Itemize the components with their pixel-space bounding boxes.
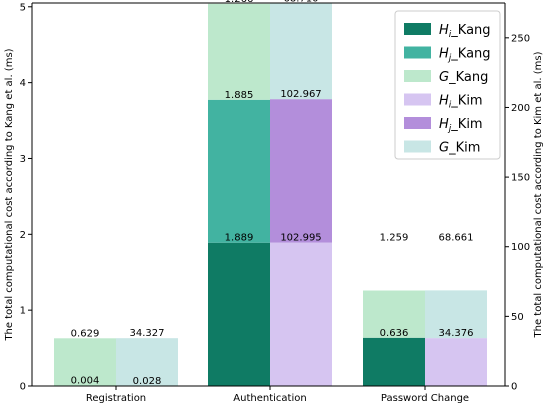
legend-suffix: _Kim <box>450 117 482 132</box>
legend-suffix: _Kim <box>448 141 480 156</box>
bar-hi-kang-authentication <box>208 243 270 386</box>
legend-suffix: _Kang <box>450 47 490 62</box>
legend-swatch-hj-kang <box>404 47 431 59</box>
bar-hj-kim-authentication <box>270 99 332 242</box>
value-label-kim-0: 0.028 <box>133 376 162 387</box>
value-label-kim-4: 68.710 <box>284 0 319 4</box>
left-tick-label-0: 0 <box>20 382 26 393</box>
legend-suffix: _Kang <box>448 70 488 85</box>
value-label-kim-3: 102.967 <box>280 89 321 100</box>
legend-swatch-hi-kim <box>404 94 431 106</box>
value-label-kim-2: 102.995 <box>280 233 321 244</box>
left-axis-title: The total computational cost according t… <box>4 48 15 341</box>
legend-symbol: H <box>439 47 449 62</box>
right-tick-label-0: 0 <box>511 382 517 393</box>
value-label-kang-3: 1.885 <box>225 90 254 101</box>
legend-suffix: _Kim <box>450 94 482 109</box>
value-label-kang-1: 0.629 <box>71 328 100 339</box>
legend-label-hj-kang: Hj_Kang <box>439 47 491 64</box>
legend-suffix: _Kang <box>450 23 490 38</box>
value-label-kim-6: 68.661 <box>439 232 474 243</box>
right-tick-label-100: 100 <box>511 242 530 253</box>
legend-label-g-kim: G_Kim <box>439 141 480 156</box>
legend-swatch-hi-kang <box>404 23 431 35</box>
legend-label-hj-kim: Hj_Kim <box>439 117 483 134</box>
legend-symbol: H <box>439 23 449 38</box>
left-tick-label-2: 2 <box>20 230 26 241</box>
x-tick-label-authentication: Authentication <box>233 393 306 404</box>
value-label-kang-6: 1.259 <box>380 232 409 243</box>
legend-label-hi-kang: Hi_Kang <box>439 23 491 40</box>
bar-g-kim-authentication <box>270 3 332 99</box>
left-tick-label-4: 4 <box>20 78 26 89</box>
legend-swatch-g-kang <box>404 70 431 82</box>
value-label-kang-4: 1.266 <box>225 0 254 5</box>
bar-hi-kim-authentication <box>270 243 332 386</box>
legend-label-g-kang: G_Kang <box>439 70 488 85</box>
value-label-kim-1: 34.327 <box>130 328 165 339</box>
bar-g-kang-authentication <box>208 4 270 100</box>
legend-label-hi-kim: Hi_Kim <box>439 94 483 111</box>
value-label-kang-5: 0.636 <box>380 328 409 339</box>
value-label-kim-5: 34.376 <box>439 328 474 339</box>
right-tick-label-50: 50 <box>511 312 524 323</box>
x-tick-label-registration: Registration <box>86 393 146 404</box>
legend-symbol: H <box>439 117 449 132</box>
bar-hi-kim-password-change <box>425 338 487 386</box>
legend-symbol: H <box>439 94 449 109</box>
right-tick-label-250: 250 <box>511 33 530 44</box>
right-axis-title: The total computational cost according t… <box>533 51 544 338</box>
legend-swatch-g-kim <box>404 141 431 153</box>
bar-hi-kang-password-change <box>363 338 425 386</box>
left-tick-label-3: 3 <box>20 154 26 165</box>
right-tick-label-200: 200 <box>511 103 530 114</box>
legend-symbol: G <box>439 141 449 156</box>
left-tick-label-5: 5 <box>20 2 26 13</box>
value-label-kang-2: 1.889 <box>225 233 254 244</box>
value-label-kang-0: 0.004 <box>71 376 100 387</box>
x-tick-label-password-change: Password Change <box>381 393 469 404</box>
left-tick-label-1: 1 <box>20 306 26 317</box>
bar-hj-kang-authentication <box>208 100 270 243</box>
legend-swatch-hj-kim <box>404 117 431 129</box>
right-tick-label-150: 150 <box>511 173 530 184</box>
legend-symbol: G <box>439 70 449 85</box>
